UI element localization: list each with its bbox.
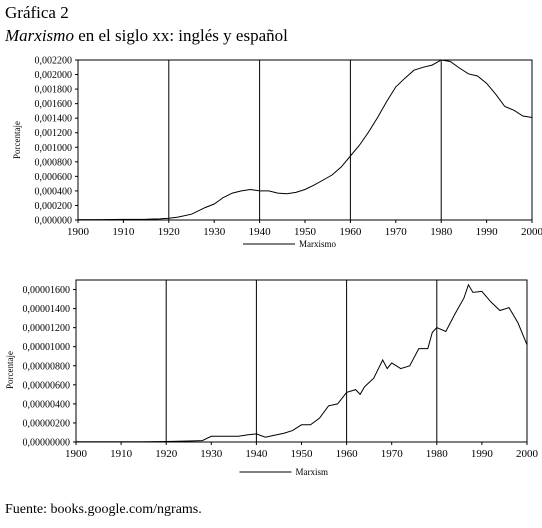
x-tick-label: 1900 <box>67 226 90 238</box>
x-tick-label: 1920 <box>155 448 178 460</box>
caption-text: en el siglo xx: inglés y español <box>73 26 288 45</box>
x-tick-label: 1970 <box>381 448 404 460</box>
y-tick-label: 0,000000 <box>35 216 73 227</box>
figure-number: Gráfica 2 <box>5 3 69 22</box>
y-tick-label: 0,000200 <box>35 201 73 212</box>
y-tick-label: 0,000400 <box>35 186 73 197</box>
y-tick-label: 0,002000 <box>35 70 73 81</box>
y-tick-label: 0,000800 <box>35 157 73 168</box>
y-tick-label: 0,00000000 <box>23 438 71 449</box>
x-tick-label: 1950 <box>291 448 314 460</box>
x-tick-label: 1990 <box>471 448 494 460</box>
plot-frame <box>77 59 533 221</box>
figure-caption: Marxismo en el siglo xx: inglés y españo… <box>5 26 288 46</box>
legend-label: Marxismo <box>299 239 336 249</box>
legend-label: Marxism <box>296 467 329 477</box>
x-tick-label: 2000 <box>516 448 539 460</box>
y-tick-label: 0,001200 <box>35 128 73 139</box>
x-tick-label: 1930 <box>203 226 226 238</box>
x-tick-label: 1910 <box>112 226 135 238</box>
x-tick-label: 1940 <box>249 226 272 238</box>
series-line-marxismo <box>78 59 533 221</box>
y-tick-label: 0,00001400 <box>23 304 71 315</box>
caption-italic-term: Marxismo <box>5 26 74 45</box>
y-tick-label: 0,00000200 <box>23 418 71 429</box>
x-tick-label: 1950 <box>294 226 317 238</box>
x-tick-label: 1940 <box>245 448 268 460</box>
y-tick-label: 0,00000400 <box>23 399 71 410</box>
y-tick-label: 0,00000800 <box>23 361 71 372</box>
series-line-marxism <box>76 283 528 443</box>
x-tick-label: 1960 <box>336 448 359 460</box>
x-tick-label: 1980 <box>430 226 453 238</box>
x-tick-label: 1900 <box>65 448 88 460</box>
x-tick-label: 1970 <box>385 226 408 238</box>
y-tick-label: 0,001800 <box>35 85 73 96</box>
y-tick-label: 0,002200 <box>35 56 73 67</box>
source-note: Fuente: books.google.com/ngrams. <box>5 502 202 517</box>
x-tick-label: 1920 <box>158 226 181 238</box>
x-tick-label: 1930 <box>200 448 223 460</box>
x-tick-label: 1990 <box>476 226 499 238</box>
y-axis-label: Porcentaje <box>5 351 15 389</box>
chart-marxismo: 0,000000 0,000200 0,000400 0,000600 0,000800… <box>12 56 542 250</box>
y-tick-label: 0,00001600 <box>23 285 71 296</box>
x-tick-label: 2000 <box>521 226 542 238</box>
y-tick-label: 0,000600 <box>35 172 73 183</box>
chart-marxism: 0,00000000 0,00000200 0,00000400 0,00000600… <box>5 279 539 477</box>
y-axis-label: Porcentaje <box>12 121 22 159</box>
y-tick-label: 0,001000 <box>35 143 73 154</box>
x-tick-label: 1910 <box>110 448 133 460</box>
y-tick-label: 0,001600 <box>35 99 73 110</box>
y-tick-label: 0,00000600 <box>23 380 71 391</box>
y-tick-label: 0,00001000 <box>23 342 71 353</box>
y-tick-label: 0,00001200 <box>23 323 71 334</box>
x-tick-label: 1960 <box>339 226 362 238</box>
plot-frame <box>75 279 528 443</box>
x-tick-label: 1980 <box>426 448 449 460</box>
y-tick-label: 0,001400 <box>35 114 73 125</box>
